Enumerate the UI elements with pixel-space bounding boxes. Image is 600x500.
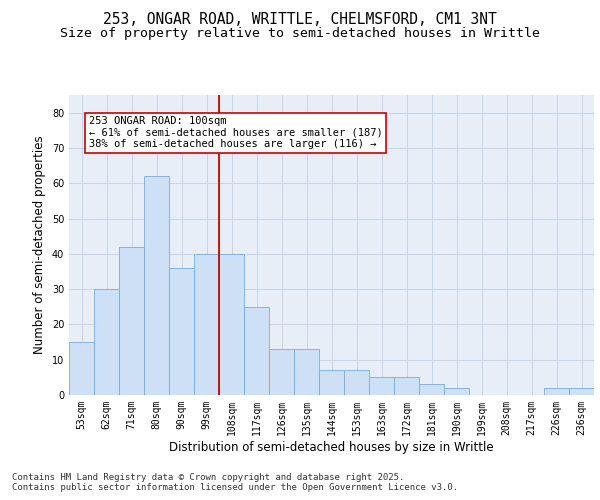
Bar xyxy=(144,176,169,395)
Bar xyxy=(544,388,569,395)
Bar xyxy=(569,388,594,395)
Bar xyxy=(94,289,119,395)
Y-axis label: Number of semi-detached properties: Number of semi-detached properties xyxy=(33,136,46,354)
Bar xyxy=(444,388,469,395)
Text: Size of property relative to semi-detached houses in Writtle: Size of property relative to semi-detach… xyxy=(60,28,540,40)
Bar xyxy=(219,254,244,395)
Bar xyxy=(294,349,319,395)
X-axis label: Distribution of semi-detached houses by size in Writtle: Distribution of semi-detached houses by … xyxy=(169,440,494,454)
Text: Contains HM Land Registry data © Crown copyright and database right 2025.
Contai: Contains HM Land Registry data © Crown c… xyxy=(12,473,458,492)
Bar xyxy=(369,378,394,395)
Bar xyxy=(244,307,269,395)
Bar xyxy=(69,342,94,395)
Bar xyxy=(394,378,419,395)
Text: 253 ONGAR ROAD: 100sqm
← 61% of semi-detached houses are smaller (187)
38% of se: 253 ONGAR ROAD: 100sqm ← 61% of semi-det… xyxy=(89,116,383,150)
Bar xyxy=(269,349,294,395)
Bar xyxy=(344,370,369,395)
Bar xyxy=(419,384,444,395)
Bar xyxy=(169,268,194,395)
Text: 253, ONGAR ROAD, WRITTLE, CHELMSFORD, CM1 3NT: 253, ONGAR ROAD, WRITTLE, CHELMSFORD, CM… xyxy=(103,12,497,28)
Bar xyxy=(319,370,344,395)
Bar xyxy=(119,247,144,395)
Bar xyxy=(194,254,219,395)
